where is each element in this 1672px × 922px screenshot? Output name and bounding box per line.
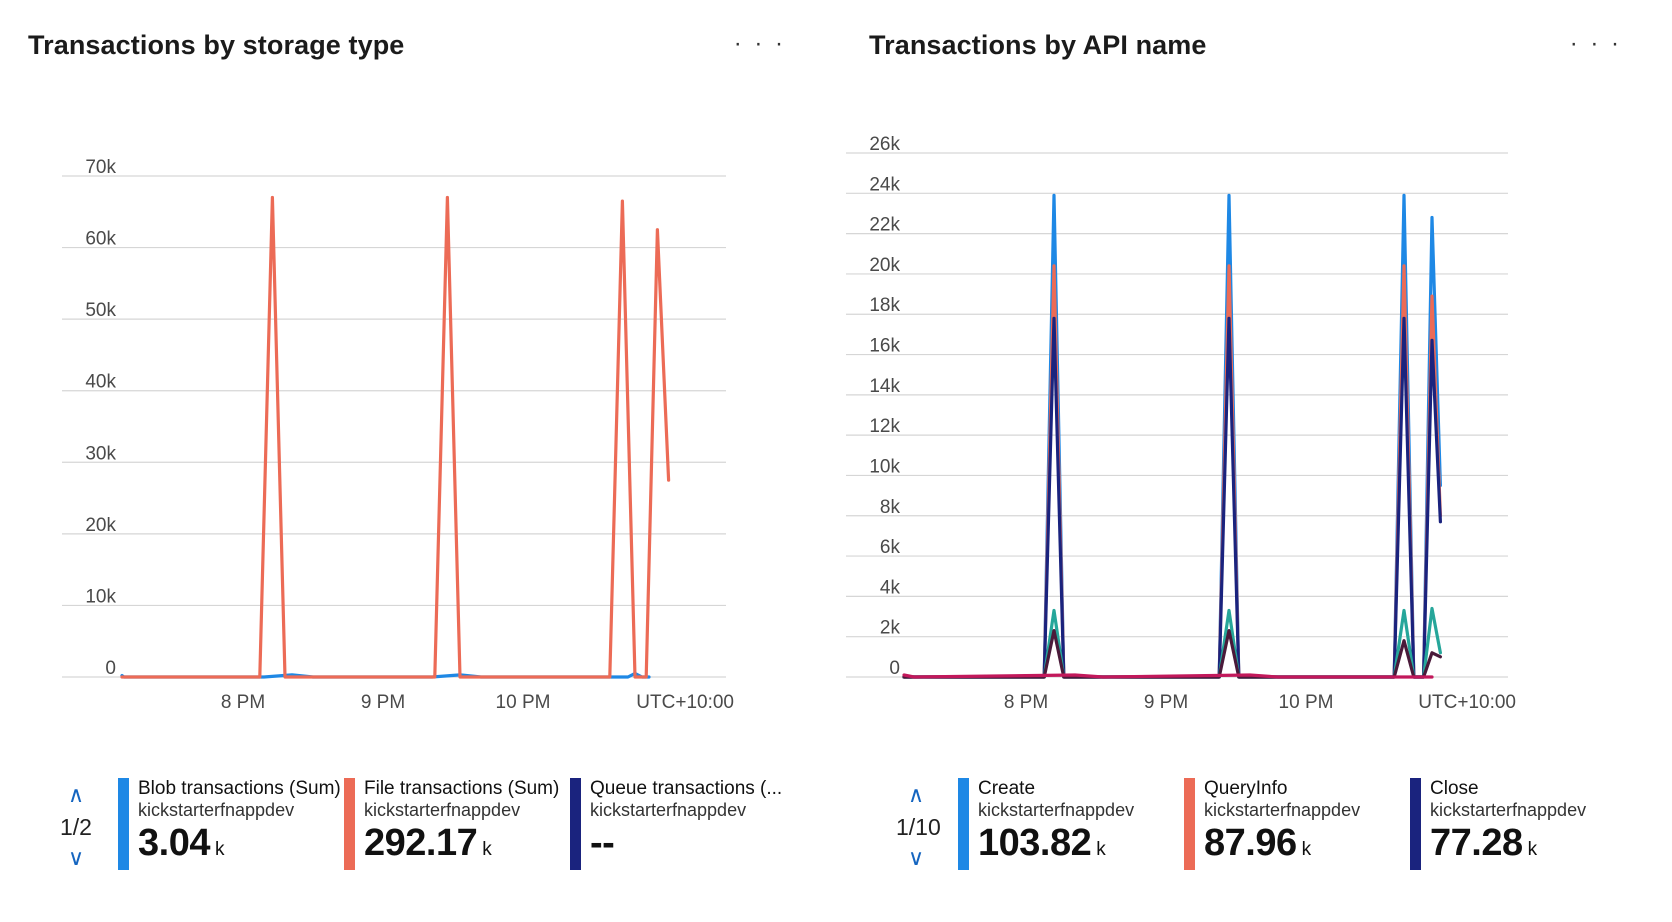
chart-panel-api-name: Transactions by API name · · · 0 2k 4k 6k 8k… [836, 0, 1672, 922]
timezone-label: UTC+10:00 [636, 692, 734, 713]
legend-color-swatch [958, 778, 969, 870]
y-tick-label: 40k [85, 372, 116, 393]
chevron-up-icon[interactable]: ∧ [67, 782, 85, 807]
chevron-down-icon[interactable]: ∨ [907, 845, 925, 870]
series-line-close[interactable] [902, 316, 1443, 679]
y-tick-label: 4k [880, 577, 901, 598]
y-tick-label: 70k [85, 157, 116, 178]
y-tick-label: 20k [85, 515, 116, 536]
legend: ∧ 1/10 ∨ Create kickstarterfnappdev 103.… [836, 778, 1672, 888]
y-tick-label: 8k [880, 497, 901, 518]
legend-series-name: File transactions (Sum) [364, 778, 560, 799]
legend-color-swatch [570, 778, 581, 870]
series-line-create[interactable] [902, 193, 1443, 679]
series-line-teal-series[interactable] [902, 606, 1443, 679]
legend-page-indicator: 1/2 [60, 814, 92, 840]
y-tick-label: 22k [869, 215, 900, 236]
y-tick-label: 0 [105, 658, 116, 679]
y-tick-label: 14k [869, 376, 900, 397]
legend-value: 3.04 k [138, 822, 224, 864]
y-tick-label: 20k [869, 255, 900, 276]
y-tick-label: 30k [85, 443, 116, 464]
legend-value: 77.28 k [1430, 822, 1537, 864]
legend: ∧ 1/2 ∨ Blob transactions (Sum) kickstar… [0, 778, 836, 888]
legend-resource-name: kickstarterfnappdev [1430, 800, 1587, 820]
legend-resource-name: kickstarterfnappdev [590, 800, 747, 820]
legend-pager: ∧ 1/10 ∨ [896, 782, 941, 870]
legend-resource-name: kickstarterfnappdev [138, 800, 295, 820]
series-line-file-transactions-sum-[interactable] [120, 195, 671, 679]
legend-value: 103.82 k [978, 822, 1106, 864]
y-tick-label: 12k [869, 416, 900, 437]
y-tick-label: 0 [889, 658, 900, 679]
more-options-button[interactable]: · · · [1569, 30, 1622, 57]
legend-color-swatch [1184, 778, 1195, 870]
series-line-queryinfo[interactable] [902, 264, 1443, 679]
legend-page-indicator: 1/10 [896, 814, 941, 840]
x-tick-label: 9 PM [1144, 692, 1188, 713]
legend-value: 292.17 k [364, 822, 492, 864]
legend-series-name: Close [1430, 778, 1479, 799]
chart-title: Transactions by API name [869, 30, 1207, 60]
y-tick-label: 16k [869, 336, 900, 357]
timezone-label: UTC+10:00 [1418, 692, 1516, 713]
legend-series-name: QueryInfo [1204, 778, 1288, 799]
y-tick-label: 10k [869, 456, 900, 477]
y-tick-label: 10k [85, 586, 116, 607]
legend-pager: ∧ 1/2 ∨ [56, 782, 96, 870]
legend-color-swatch [118, 778, 129, 870]
series-line-maroon-series[interactable] [902, 628, 1443, 679]
x-tick-label: 8 PM [1004, 692, 1048, 713]
y-tick-label: 26k [869, 134, 900, 155]
chart-panel-storage-type: Transactions by storage type · · · 0 10k 2… [0, 30, 836, 888]
legend-series-name: Queue transactions (... [590, 778, 783, 799]
chart-title: Transactions by storage type [28, 30, 405, 60]
y-tick-label: 6k [880, 537, 901, 558]
legend-resource-name: kickstarterfnappdev [364, 800, 521, 820]
line-chart-api-name: 0 2k 4k 6k 8k 10k 12k 14k 16k 18k 20k 22k 24k 26k 8 PM… [846, 134, 1516, 713]
legend-series-name: Blob transactions (Sum) [138, 778, 341, 799]
chevron-down-icon[interactable]: ∨ [67, 845, 85, 870]
line-chart-storage-type: 0 10k 20k 30k 40k 50k 60k 70k 8 PM 9 PM 10 PM UTC+1… [62, 157, 734, 713]
x-tick-label: 10 PM [496, 692, 551, 713]
y-tick-label: 18k [869, 295, 900, 316]
legend-value: -- [590, 822, 615, 864]
chevron-up-icon[interactable]: ∧ [907, 782, 925, 807]
legend-color-swatch [344, 778, 355, 870]
legend-series-name: Create [978, 778, 1036, 799]
y-tick-label: 2k [880, 618, 901, 639]
x-tick-label: 8 PM [221, 692, 265, 713]
y-tick-label: 50k [85, 300, 116, 321]
legend-resource-name: kickstarterfnappdev [1204, 800, 1361, 820]
x-tick-label: 10 PM [1279, 692, 1334, 713]
more-options-button[interactable]: · · · [733, 30, 786, 57]
legend-resource-name: kickstarterfnappdev [978, 800, 1135, 820]
y-tick-label: 24k [869, 174, 900, 195]
series-line-magenta-series[interactable] [902, 673, 1434, 679]
x-tick-label: 9 PM [361, 692, 405, 713]
y-tick-label: 60k [85, 229, 116, 250]
legend-value: 87.96 k [1204, 822, 1311, 864]
legend-color-swatch [1410, 778, 1421, 870]
